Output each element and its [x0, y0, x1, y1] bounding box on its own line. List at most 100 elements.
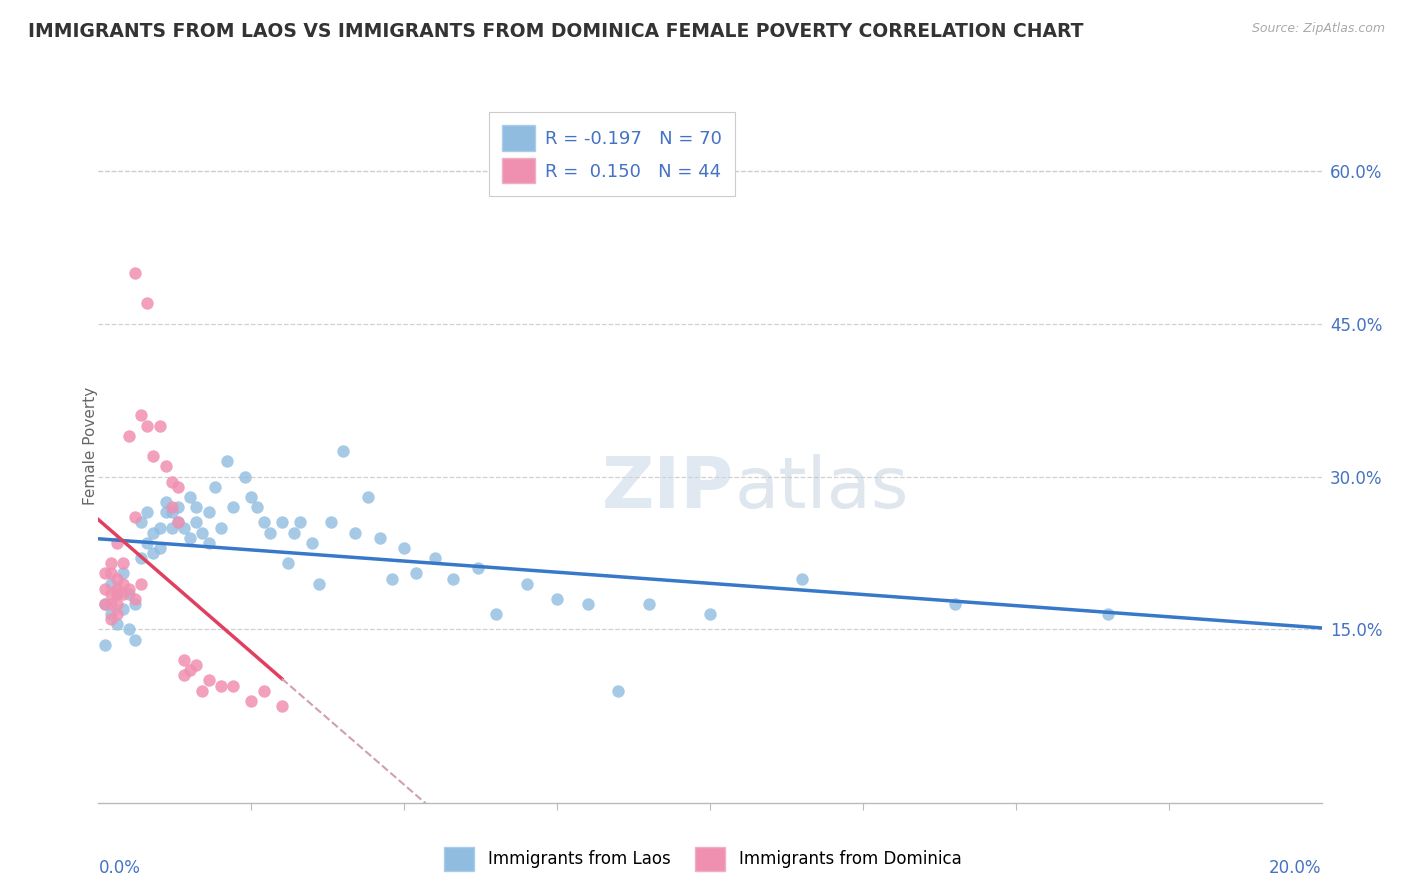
- Point: [173, 520, 195, 534]
- Point: [100, 597, 122, 611]
- Point: [118, 623, 141, 637]
- Point: [197, 505, 219, 519]
- Point: [233, 469, 256, 483]
- Point: [246, 500, 269, 515]
- Point: [100, 607, 122, 622]
- Point: [381, 572, 404, 586]
- Point: [155, 495, 177, 509]
- Point: [179, 663, 201, 677]
- Point: [149, 541, 172, 555]
- Point: [301, 536, 323, 550]
- Point: [186, 658, 208, 673]
- Point: [637, 597, 661, 611]
- Legend: Immigrants from Laos, Immigrants from Dominica: Immigrants from Laos, Immigrants from Do…: [436, 839, 970, 880]
- Text: 0.0%: 0.0%: [98, 859, 141, 877]
- Legend: R = -0.197   N = 70, R =  0.150   N = 44: R = -0.197 N = 70, R = 0.150 N = 44: [489, 112, 735, 196]
- Point: [222, 500, 245, 515]
- Point: [186, 500, 208, 515]
- Point: [160, 520, 183, 534]
- Point: [111, 556, 134, 570]
- Point: [136, 418, 159, 433]
- Point: [240, 694, 263, 708]
- Point: [136, 296, 159, 310]
- Point: [173, 668, 195, 682]
- Point: [155, 505, 177, 519]
- Point: [344, 525, 367, 540]
- Point: [356, 490, 378, 504]
- Point: [308, 576, 330, 591]
- Point: [93, 566, 115, 581]
- Point: [405, 566, 427, 581]
- Point: [124, 597, 146, 611]
- Point: [100, 576, 122, 591]
- Point: [124, 632, 146, 647]
- Point: [142, 546, 165, 560]
- Point: [105, 587, 128, 601]
- Point: [105, 617, 128, 632]
- Point: [100, 566, 122, 581]
- Point: [105, 536, 128, 550]
- Point: [270, 516, 292, 530]
- Point: [186, 516, 208, 530]
- Point: [100, 612, 122, 626]
- Point: [124, 510, 146, 524]
- Point: [105, 597, 128, 611]
- Point: [191, 525, 214, 540]
- Point: [699, 607, 721, 622]
- Point: [149, 418, 172, 433]
- Point: [100, 587, 122, 601]
- Point: [252, 683, 274, 698]
- Text: Source: ZipAtlas.com: Source: ZipAtlas.com: [1251, 22, 1385, 36]
- Point: [277, 556, 299, 570]
- Text: 20.0%: 20.0%: [1270, 859, 1322, 877]
- Point: [790, 572, 813, 586]
- Point: [100, 556, 122, 570]
- Point: [136, 536, 159, 550]
- Point: [283, 525, 305, 540]
- Point: [111, 587, 134, 601]
- Point: [160, 505, 183, 519]
- Point: [129, 551, 152, 566]
- Point: [136, 505, 159, 519]
- Point: [105, 572, 128, 586]
- Point: [155, 459, 177, 474]
- Point: [93, 597, 115, 611]
- Point: [149, 520, 172, 534]
- Point: [129, 576, 152, 591]
- Point: [607, 683, 630, 698]
- Point: [197, 536, 219, 550]
- Point: [290, 516, 312, 530]
- Point: [124, 266, 146, 280]
- Point: [240, 490, 263, 504]
- Point: [167, 516, 190, 530]
- Point: [197, 673, 219, 688]
- Point: [142, 525, 165, 540]
- Point: [576, 597, 599, 611]
- Point: [173, 653, 195, 667]
- Point: [179, 490, 201, 504]
- Point: [516, 576, 538, 591]
- Point: [160, 500, 183, 515]
- Point: [124, 591, 146, 606]
- Point: [209, 679, 232, 693]
- Point: [142, 449, 165, 463]
- Point: [209, 520, 232, 534]
- Point: [129, 409, 152, 423]
- Point: [191, 683, 214, 698]
- Point: [179, 531, 201, 545]
- Point: [111, 566, 134, 581]
- Point: [259, 525, 281, 540]
- Point: [270, 698, 292, 713]
- Point: [93, 638, 115, 652]
- Point: [105, 607, 128, 622]
- Text: IMMIGRANTS FROM LAOS VS IMMIGRANTS FROM DOMINICA FEMALE POVERTY CORRELATION CHAR: IMMIGRANTS FROM LAOS VS IMMIGRANTS FROM …: [28, 22, 1084, 41]
- Point: [111, 602, 134, 616]
- Point: [167, 480, 190, 494]
- Point: [423, 551, 446, 566]
- Point: [118, 587, 141, 601]
- Point: [111, 576, 134, 591]
- Text: atlas: atlas: [734, 454, 908, 524]
- Point: [441, 572, 464, 586]
- Point: [93, 582, 115, 596]
- Point: [943, 597, 966, 611]
